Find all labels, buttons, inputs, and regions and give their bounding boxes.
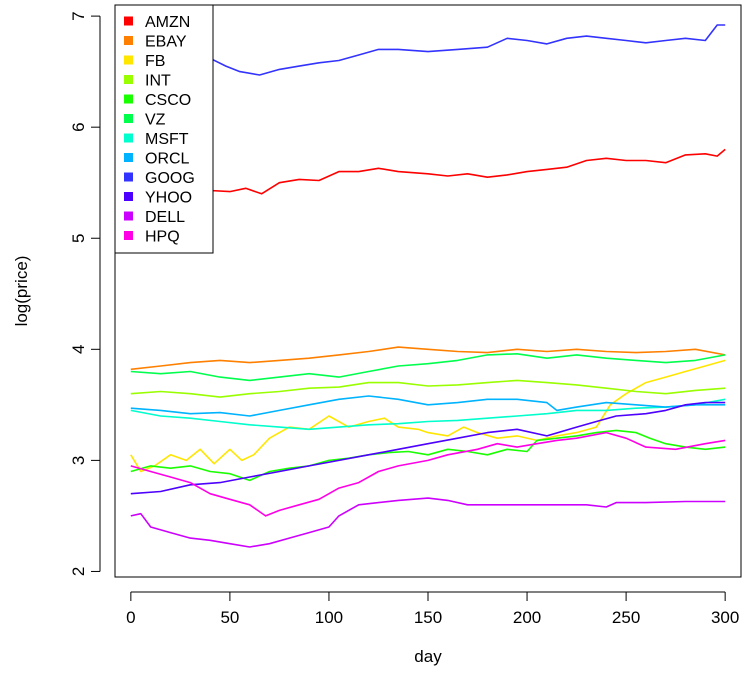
legend-label-int: INT [145,73,171,90]
series-line-int [130,379,726,398]
plot-lines [130,24,726,548]
series-line-goog [130,24,726,76]
series-line-ebay [130,346,726,371]
series-line-amzn [130,148,726,195]
legend-swatch-hpq [124,231,133,240]
legend-swatch-orcl [124,153,133,162]
legend-swatch-ebay [124,36,133,45]
legend-swatch-yhoo [124,192,133,201]
series-line-dell [130,497,726,548]
legend-swatch-amzn [124,16,133,26]
y-tick-label: 3 [69,456,88,465]
y-tick-label: 4 [69,345,88,354]
x-tick-label: 100 [315,608,343,627]
series-line-hpq [130,431,726,517]
series-line-vz [130,353,726,382]
legend-swatch-fb [124,55,133,65]
legend-label-hpq: HPQ [145,229,180,246]
series-line-msft [130,398,726,431]
x-tick-label: 150 [414,608,442,627]
series-line-orcl [130,395,726,417]
series-line-csco [130,429,726,482]
legend-label-yhoo: YHOO [145,190,192,207]
legend-label-dell: DELL [145,209,185,226]
x-tick-label: 0 [126,608,135,627]
legend-swatch-int [124,75,133,84]
legend-label-ebay: EBAY [145,34,187,51]
legend-label-amzn: AMZN [145,14,190,31]
y-tick-label: 5 [69,234,88,243]
legend-swatch-csco [124,94,133,104]
legend-swatch-dell [124,211,133,221]
plot-frame [114,4,742,578]
y-tick-label: 7 [69,11,88,20]
y-tick-label: 2 [69,567,88,576]
x-tick-label: 300 [711,608,739,627]
x-tick-label: 200 [513,608,541,627]
legend-swatch-goog [124,172,133,182]
legend-swatch-msft [124,133,133,143]
x-axis-label: day [414,647,442,666]
legend-label-csco: CSCO [145,92,191,109]
x-tick-label: 50 [220,608,239,627]
legend-label-msft: MSFT [145,131,189,148]
legend-label-goog: GOOG [145,170,195,187]
y-tick-label: 6 [69,122,88,131]
legend-swatch-vz [124,114,133,123]
x-tick-label: 250 [612,608,640,627]
y-axis: 2 3 4 5 6 7 [69,11,101,576]
y-axis-label: log(price) [12,256,31,327]
x-axis: 0 50 100 150 200 250 300 [126,591,739,627]
series-line-yhoo [130,401,726,495]
legend-label-vz: VZ [145,112,166,129]
legend: AMZN EBAY FB INT CSCO VZ MSFT ORCL GOOG YHOO DELL H… [114,4,214,254]
legend-label-orcl: ORCL [145,151,190,168]
legend-label-fb: FB [145,53,165,70]
